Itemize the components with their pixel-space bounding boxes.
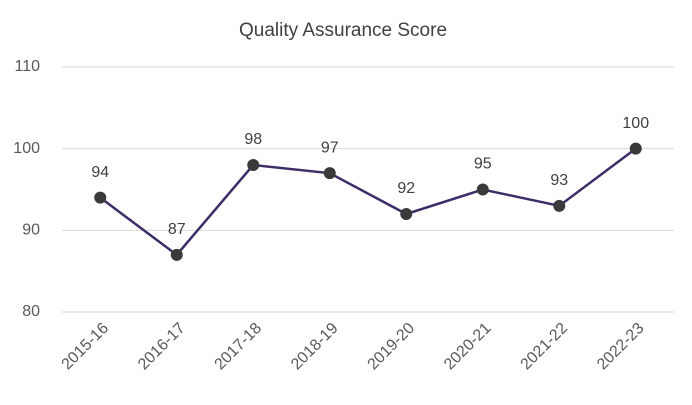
- line: [99, 147, 637, 257]
- chart-title: Quality Assurance Score: [239, 20, 447, 41]
- data-label: 98: [244, 131, 262, 148]
- point: [400, 208, 413, 220]
- data-label: 95: [474, 156, 492, 173]
- y-tick-label: 90: [22, 222, 40, 239]
- point: [247, 159, 260, 171]
- point: [170, 248, 183, 261]
- point: [629, 142, 642, 155]
- point: [553, 199, 566, 212]
- y-tick-label: 80: [22, 303, 40, 320]
- data-label: 97: [321, 139, 339, 156]
- data-label: 87: [168, 221, 186, 238]
- data-label: 94: [91, 164, 109, 181]
- data-label: 93: [550, 172, 568, 189]
- y-tick-label: 100: [13, 140, 40, 157]
- y-tick-label: 110: [14, 58, 40, 75]
- data-label: 92: [397, 180, 415, 197]
- point: [323, 167, 336, 180]
- point: [94, 191, 107, 204]
- data-label: 100: [622, 115, 649, 132]
- point: [476, 183, 489, 196]
